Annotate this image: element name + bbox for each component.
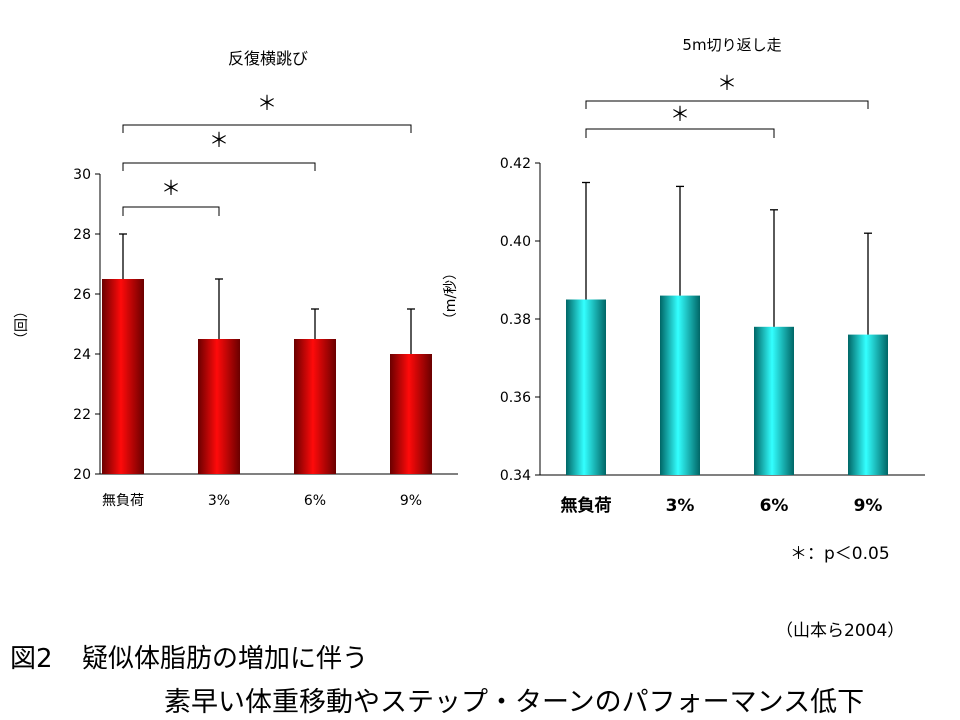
y-axis-label: （回） — [14, 304, 30, 346]
y-tick-label: 26 — [73, 287, 91, 303]
y-tick-label: 0.38 — [500, 312, 531, 328]
significance-note: ＊：p＜0.05 — [790, 544, 890, 564]
y-tick-label: 0.40 — [500, 234, 531, 250]
category-label-1: 無負荷 — [102, 493, 144, 509]
significance-bracket-1 — [585, 128, 775, 138]
chart-title: 反復横跳び — [228, 49, 308, 68]
significance-star-2: ＊ — [209, 128, 229, 152]
category-label-3: 6% — [304, 493, 326, 509]
category-label-1: 無負荷 — [561, 495, 612, 516]
significance-star-3: ＊ — [257, 91, 277, 115]
bar-4 — [848, 334, 888, 475]
y-tick-label: 30 — [73, 167, 91, 183]
y-tick-label: 28 — [73, 227, 91, 243]
significance-star-1: ＊ — [161, 176, 181, 200]
y-tick-label: 22 — [73, 407, 91, 423]
chart-title: 5m切り返し走 — [682, 36, 781, 54]
significance-star-1: ＊ — [670, 102, 690, 126]
citation: （山本ら2004） — [776, 621, 905, 641]
y-axis-label: （m/秒） — [443, 266, 459, 326]
y-tick-label: 0.34 — [500, 468, 531, 484]
category-label-2: 3% — [666, 496, 695, 516]
caption-line-2: 素早い体重移動やステップ・ターンのパフォーマンス低下 — [164, 687, 865, 718]
significance-star-2: ＊ — [717, 71, 737, 95]
category-label-2: 3% — [208, 493, 230, 509]
significance-bracket-1 — [122, 206, 220, 216]
category-label-3: 6% — [760, 496, 789, 516]
category-label-4: 9% — [400, 493, 422, 509]
significance-bracket-2 — [122, 162, 316, 171]
y-tick-label: 0.36 — [500, 390, 531, 406]
bar-4 — [390, 354, 432, 474]
bar-3 — [294, 339, 336, 474]
y-tick-label: 24 — [73, 347, 91, 363]
bar-2 — [660, 295, 700, 475]
caption-line-1: 疑似体脂肪の増加に伴う — [82, 644, 369, 674]
bar-1 — [566, 299, 606, 475]
significance-bracket-2 — [585, 100, 869, 109]
y-tick-label: 0.42 — [500, 156, 531, 172]
category-label-4: 9% — [854, 496, 883, 516]
figure-number: 図2 — [10, 644, 53, 674]
significance-bracket-3 — [122, 124, 412, 133]
bar-1 — [102, 279, 144, 474]
bar-3 — [754, 326, 794, 475]
y-tick-label: 20 — [73, 467, 91, 483]
bar-2 — [198, 339, 240, 474]
chart-side-hop: 20 22 24 26 28 30 無負荷 3% 6% 9% 反復横跳び （回） ＊ ＊ ＊ — [14, 49, 458, 509]
chart-shuttle-run: 0.34 0.36 0.38 0.40 0.42 無負荷 3% 6% 9% 5m切り返し走 （m/秒… — [443, 36, 925, 516]
